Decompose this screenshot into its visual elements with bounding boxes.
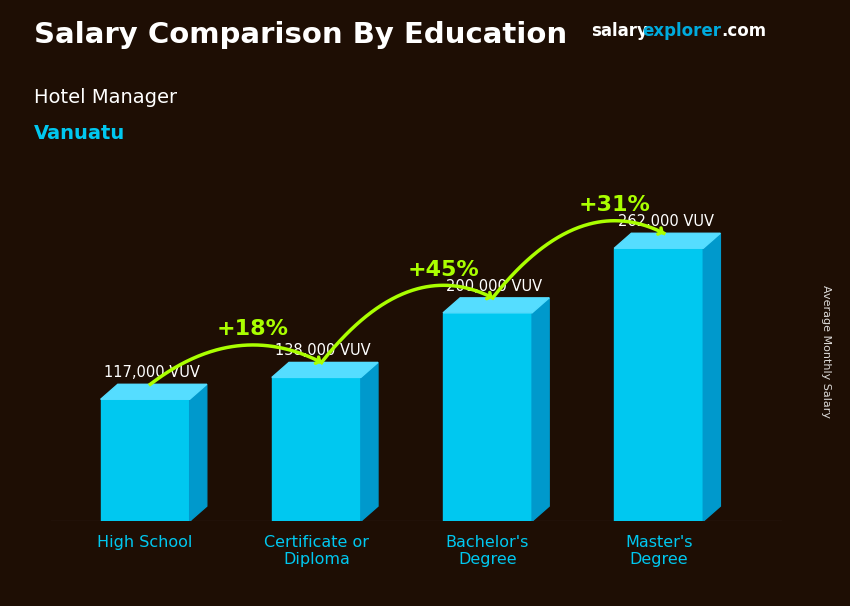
Bar xyxy=(100,399,190,521)
Text: 138,000 VUV: 138,000 VUV xyxy=(275,344,371,358)
Text: +45%: +45% xyxy=(408,260,479,280)
Polygon shape xyxy=(615,233,720,248)
Polygon shape xyxy=(190,384,207,521)
Polygon shape xyxy=(272,362,378,378)
Text: 117,000 VUV: 117,000 VUV xyxy=(104,365,200,380)
Text: 200,000 VUV: 200,000 VUV xyxy=(446,279,542,294)
Polygon shape xyxy=(703,233,720,521)
Text: .com: .com xyxy=(721,22,766,41)
Text: Salary Comparison By Education: Salary Comparison By Education xyxy=(34,21,567,49)
Text: 262,000 VUV: 262,000 VUV xyxy=(618,214,714,229)
Polygon shape xyxy=(532,298,549,521)
Text: salary: salary xyxy=(591,22,648,41)
Text: explorer: explorer xyxy=(643,22,722,41)
Bar xyxy=(615,248,703,521)
Bar xyxy=(443,313,532,521)
Polygon shape xyxy=(361,362,378,521)
Text: +31%: +31% xyxy=(579,195,651,215)
Text: Average Monthly Salary: Average Monthly Salary xyxy=(821,285,831,418)
Bar xyxy=(272,378,361,521)
Polygon shape xyxy=(100,384,207,399)
Polygon shape xyxy=(443,298,549,313)
Text: +18%: +18% xyxy=(217,319,289,339)
Text: Vanuatu: Vanuatu xyxy=(34,124,125,143)
Text: Hotel Manager: Hotel Manager xyxy=(34,88,177,107)
